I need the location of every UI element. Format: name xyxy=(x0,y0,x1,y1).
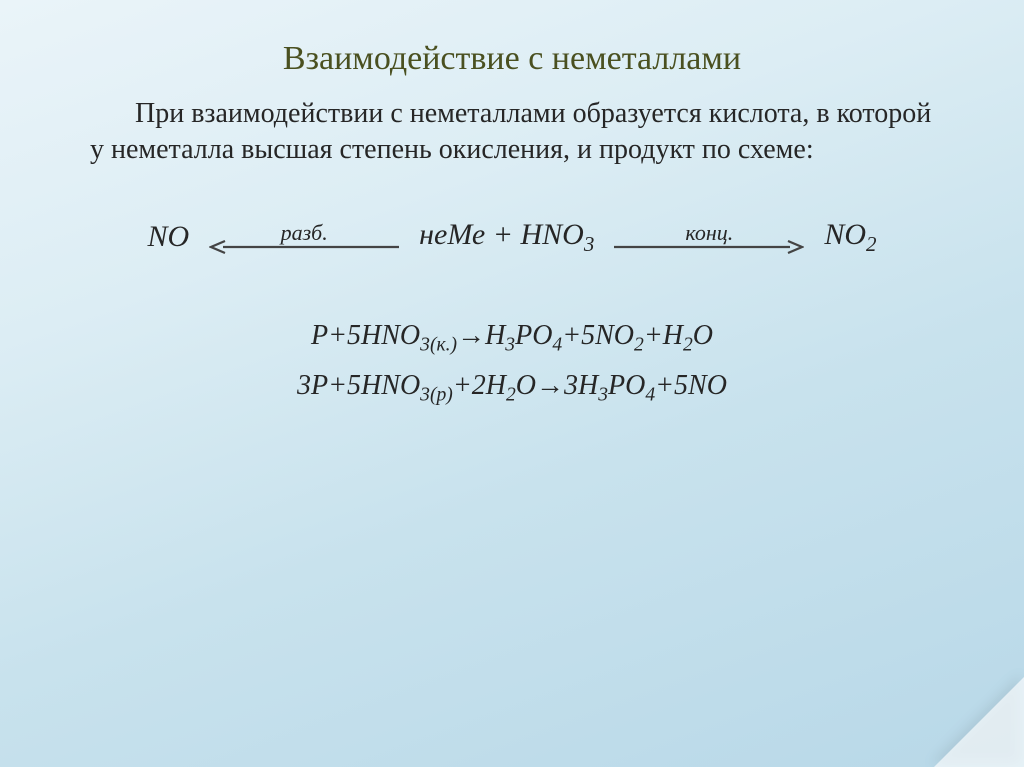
page-curl-icon xyxy=(934,677,1024,767)
right-no: NO xyxy=(824,218,866,251)
eq2-sub2: 2 xyxy=(506,384,516,405)
eq2-hno3: +5HNO xyxy=(328,370,420,401)
eq2-no: +5NO xyxy=(655,370,727,401)
equations-block: P+5HNO3(к.)→H3PO4+5NO2+H2O 3P+5HNO3(р)+2… xyxy=(60,312,964,412)
equation-1: P+5HNO3(к.)→H3PO4+5NO2+H2O xyxy=(60,312,964,362)
arrow-left-wrap: разб. xyxy=(209,220,399,254)
center-hno: HNO xyxy=(521,218,584,251)
eq1-o: O xyxy=(693,320,713,351)
eq1-sub3a: 3 xyxy=(505,334,515,355)
intro-paragraph: При взаимодействии с неметаллами образуе… xyxy=(90,96,934,168)
eq1-no2: +5NO xyxy=(562,320,634,351)
right-product: NO2 xyxy=(824,218,876,257)
eq1-sub3: 3 xyxy=(420,334,430,355)
eq1-sub4: 4 xyxy=(552,334,562,355)
eq1-h2o: +H xyxy=(644,320,683,351)
eq2-po: PO xyxy=(608,370,645,401)
eq2-plus-h2o-l: +2H xyxy=(453,370,506,401)
eq1-sub2: 2 xyxy=(634,334,644,355)
center-reagent: неМе + HNO3 xyxy=(419,218,594,257)
arrow-right-wrap: конц. xyxy=(614,220,804,254)
eq2-p: 3P xyxy=(297,370,328,401)
right-no-sub: 2 xyxy=(866,232,877,256)
eq2-cond: (р) xyxy=(430,384,453,405)
eq2-sub3a: 3 xyxy=(598,384,608,405)
center-plus: + xyxy=(485,218,520,251)
eq1-sub2b: 2 xyxy=(683,334,693,355)
center-neme: неМе xyxy=(419,218,485,251)
slide-title: Взаимодействие с неметаллами xyxy=(60,40,964,78)
eq1-po: PO xyxy=(515,320,552,351)
eq1-h: H xyxy=(485,320,505,351)
eq2-sub4: 4 xyxy=(645,384,655,405)
left-product: NO xyxy=(147,220,189,254)
eq2-sub3: 3 xyxy=(420,384,430,405)
eq2-3h: 3H xyxy=(564,370,598,401)
eq1-cond: (к.) xyxy=(430,334,457,355)
center-hno-sub: 3 xyxy=(584,232,595,256)
arrow-right-icon xyxy=(614,240,804,254)
slide: Взаимодействие с неметаллами При взаимод… xyxy=(0,0,1024,767)
eq1-arrow: → xyxy=(457,320,485,351)
eq2-arrow: → xyxy=(536,370,564,401)
equation-2: 3P+5HNO3(р)+2H2O→3H3PO4+5NO xyxy=(60,362,964,412)
reaction-scheme: NO разб. неМе + HNO3 конц. NO xyxy=(80,218,944,257)
arrow-left-icon xyxy=(209,240,399,254)
eq1-p: P xyxy=(311,320,328,351)
eq1-hno3: +5HNO xyxy=(328,320,420,351)
eq2-o-l: O xyxy=(516,370,536,401)
